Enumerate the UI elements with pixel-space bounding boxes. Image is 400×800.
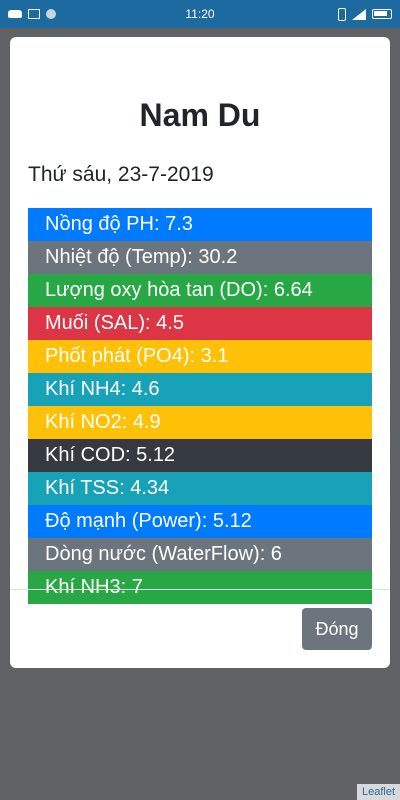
dot-icon xyxy=(46,9,56,19)
phone-icon xyxy=(338,7,346,21)
modal-date: Thứ sáu, 23-7-2019 xyxy=(28,163,214,186)
metrics-list: Nồng độ PH: 7.3 Nhiệt độ (Temp): 30.2 Lượn… xyxy=(28,208,372,604)
station-modal: Nam Du Thứ sáu, 23-7-2019 Nồng độ PH: 7.… xyxy=(10,37,390,668)
metric-item: Khí TSS: 4.34 xyxy=(28,472,372,505)
leaflet-attribution[interactable]: Leaflet xyxy=(356,784,400,800)
metric-item: Phốt phát (PO4): 3.1 xyxy=(28,340,372,373)
status-time: 11:20 xyxy=(185,7,215,21)
status-left-icons xyxy=(8,9,158,19)
status-right-icons xyxy=(242,7,392,21)
metric-item: Khí NO2: 4.9 xyxy=(28,406,372,439)
car-icon xyxy=(8,10,22,18)
image-icon xyxy=(28,9,40,19)
modal-title: Nam Du xyxy=(139,97,261,133)
signal-icon xyxy=(352,8,366,20)
metric-item: Dòng nước (WaterFlow): 6 xyxy=(28,538,372,571)
metric-item: Muối (SAL): 4.5 xyxy=(28,307,372,340)
status-bar: 11:20 xyxy=(0,0,400,28)
metric-item: Lượng oxy hòa tan (DO): 6.64 xyxy=(28,274,372,307)
battery-icon xyxy=(372,9,392,19)
close-button[interactable]: Đóng xyxy=(302,608,372,650)
metric-item: Nhiệt độ (Temp): 30.2 xyxy=(28,241,372,274)
modal-divider xyxy=(10,589,390,590)
metric-item: Khí NH4: 4.6 xyxy=(28,373,372,406)
metric-item: Khí COD: 5.12 xyxy=(28,439,372,472)
metric-item: Khí NH3: 7 xyxy=(28,571,372,604)
metric-item: Nồng độ PH: 7.3 xyxy=(28,208,372,241)
metric-item: Độ mạnh (Power): 5.12 xyxy=(28,505,372,538)
